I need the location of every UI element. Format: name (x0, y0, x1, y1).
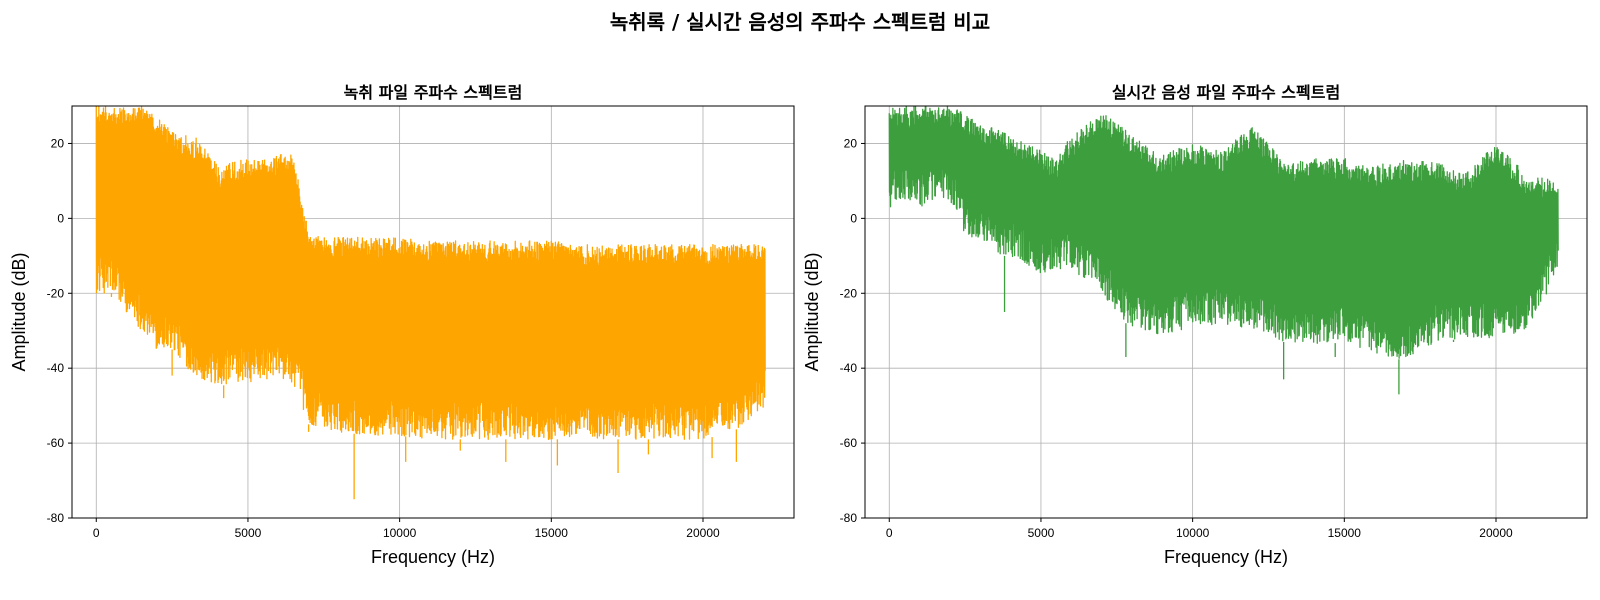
chart-panel-2: 0 5000 10000 15000 20000 -80 -60 -40 -20 0 20 실시간 음… (802, 83, 1588, 567)
chart-panel-1: 0 5000 10000 15000 20000 -80 -60 -40 -20 0 20 녹취 파일… (9, 83, 795, 567)
y-axis-label: Amplitude (dB) (9, 252, 29, 371)
y-tick-label: 20 (844, 136, 858, 150)
y-tick-label: 0 (57, 211, 64, 225)
axes-frame (71, 105, 795, 519)
x-tick-label: 15000 (535, 526, 569, 540)
spectrum-series-line (888, 106, 1559, 395)
x-tick-label: 10000 (383, 526, 417, 540)
y-tick-label: -20 (47, 286, 65, 300)
y-tick-label: -80 (47, 511, 65, 525)
y-tick-label: -80 (840, 511, 858, 525)
x-tick-label: 15000 (1328, 526, 1362, 540)
axes-frame (864, 105, 1588, 519)
y-tick-label: -40 (47, 361, 65, 375)
panel-title: 실시간 음성 파일 주파수 스펙트럼 (1112, 83, 1340, 102)
spectrum-series-line (95, 106, 766, 500)
x-axis-label: Frequency (Hz) (1164, 547, 1288, 567)
y-tick-label: 20 (51, 136, 65, 150)
x-tick-label: 0 (886, 526, 893, 540)
x-tick-label: 5000 (1028, 526, 1055, 540)
y-axis-label: Amplitude (dB) (802, 252, 822, 371)
panel-title: 녹취 파일 주파수 스펙트럼 (344, 83, 523, 102)
figure-title: 녹취록 / 실시간 음성의 주파수 스펙트럼 비교 (609, 10, 991, 34)
x-axis-label: Frequency (Hz) (371, 547, 495, 567)
y-tick-label: -20 (840, 286, 858, 300)
y-tick-label: -60 (840, 436, 858, 450)
y-tick-label: -60 (47, 436, 65, 450)
x-tick-label: 20000 (1479, 526, 1513, 540)
y-tick-label: -40 (840, 361, 858, 375)
x-tick-label: 10000 (1176, 526, 1210, 540)
x-tick-label: 0 (93, 526, 100, 540)
y-tick-label: 0 (850, 211, 857, 225)
x-tick-label: 5000 (235, 526, 262, 540)
x-tick-label: 20000 (686, 526, 720, 540)
